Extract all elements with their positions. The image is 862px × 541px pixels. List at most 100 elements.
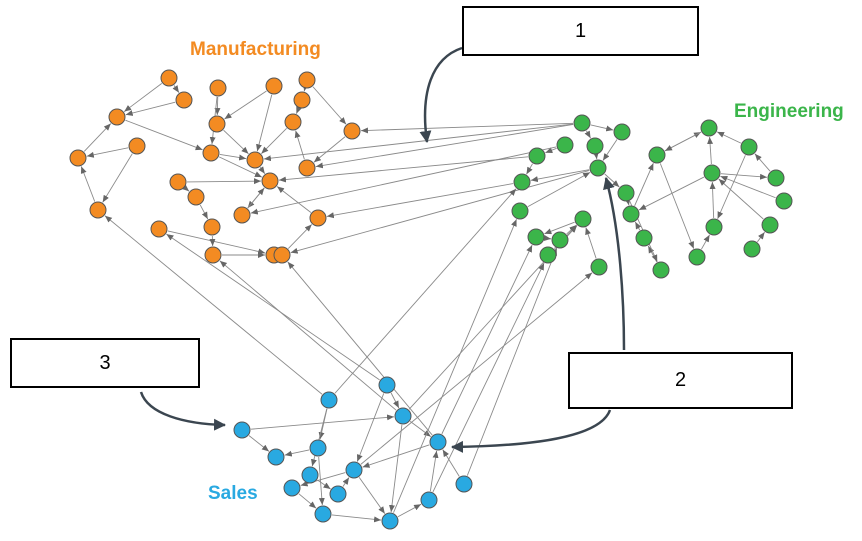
engineering-node-13 [617,184,635,202]
edge-m5-m7 [125,101,176,116]
sales-node-6 [429,433,447,451]
network-edges [80,83,776,523]
edge-s10-e22 [466,248,558,476]
edge-e24-e18 [701,234,710,250]
edge-m20-m17 [247,187,265,209]
sales-node-1 [378,376,396,394]
edge-e11-e3 [707,136,714,165]
engineering-node-10 [513,173,531,191]
manufacturing-node-7 [108,108,126,126]
edge-s4-s7 [248,435,270,452]
edge-s4-s3 [250,414,395,430]
sales-node-7 [267,448,285,466]
edge-s2-s9 [311,408,328,467]
edge-m1-m5 [172,85,180,93]
engineering-node-7 [648,146,666,164]
edge-m16-m19 [181,184,190,192]
edge-e22-e17 [566,224,577,235]
manufacturing-node-12 [202,144,220,162]
manufacturing-node-17 [261,172,279,190]
sales-node-3 [394,407,412,425]
manufacturing-node-21 [309,209,327,227]
manufacturing-node-19 [187,188,205,206]
edge-e9-m26 [290,169,590,254]
edge-e25-e19 [757,231,765,243]
engineering-node-25 [743,240,761,258]
edge-m2-m8 [214,96,221,116]
edge-m16-m17 [186,178,262,185]
edge-s15-e15 [393,219,517,513]
edge-e21-e16 [634,221,642,231]
edge-s3-s15 [388,424,403,513]
engineering-node-8 [740,138,758,156]
edge-s5-s14 [318,456,325,506]
edge-e7-e24 [659,163,695,249]
engineering-node-9 [589,159,607,177]
edge-s6-s8 [362,444,430,468]
manufacturing-node-26 [273,246,291,264]
edge-e19-e11 [718,178,764,220]
engineering-node-3 [700,119,718,137]
manufacturing-node-8 [208,115,226,133]
callout-box-2: 2 [568,352,793,409]
edge-m4-m6 [302,83,309,92]
edge-m19-m23 [199,204,209,220]
edge-m12-m14 [219,153,247,161]
edge-s1-s8 [356,393,385,462]
edge-s13-e23 [432,262,545,493]
edge-m18-m13 [80,166,96,202]
manufacturing-node-18 [89,201,107,219]
engineering-node-20 [527,228,545,246]
network-nodes [69,69,793,530]
edge-s6-m26 [287,261,433,436]
engineering-node-12 [767,169,785,187]
edge-s6-e20 [441,244,533,435]
edge-e11-e12 [720,173,768,180]
edge-e5-e9 [592,151,599,160]
sales-node-10 [455,475,473,493]
edge-m26-m21 [287,224,313,249]
engineering-label: Engineering [734,101,844,122]
manufacturing-node-6 [293,91,311,109]
manufacturing-node-16 [169,173,187,191]
engineering-node-5 [586,137,604,155]
sales-node-4 [233,421,251,439]
sales-node-9 [301,466,319,484]
callout-2-arrow-left [451,409,612,453]
manufacturing-node-4 [298,71,316,89]
manufacturing-node-22 [150,220,168,238]
edge-e2-e9 [602,139,618,161]
manufacturing-node-23 [203,218,221,236]
engineering-node-23 [539,246,557,264]
edge-s12-s8 [342,477,350,487]
edge-s8-s15 [358,477,386,514]
edge-e13-e16 [624,197,631,206]
engineering-node-4 [556,136,574,154]
edge-e8-e3 [716,131,742,144]
engineering-node-14 [775,192,793,210]
edge-m11-m13 [86,147,129,158]
manufacturing-node-11 [128,137,146,155]
edge-m14-m17 [258,166,266,174]
sales-node-2 [320,391,338,409]
engineering-node-18 [705,218,723,236]
engineering-node-16 [622,205,640,223]
engineering-node-22 [551,231,569,249]
edge-m13-m7 [83,123,112,152]
edge-s2-e10 [334,188,517,394]
callout-box-3: 3 [10,338,200,388]
edge-e1-e5 [584,130,591,139]
edge-e26-e17 [585,227,597,259]
edge-m11-m18 [102,153,133,203]
edge-e4-e6 [545,147,557,154]
manufacturing-node-5 [175,91,193,109]
edge-s9-s12 [317,479,331,490]
sales-node-14 [314,505,332,523]
edge-s5-s7 [284,449,310,457]
edge-e1-e2 [590,124,614,132]
edge-s13-s6 [429,450,439,492]
edge-m3-m14 [256,94,273,152]
sales-node-12 [329,485,347,503]
engineering-node-11 [703,164,721,182]
